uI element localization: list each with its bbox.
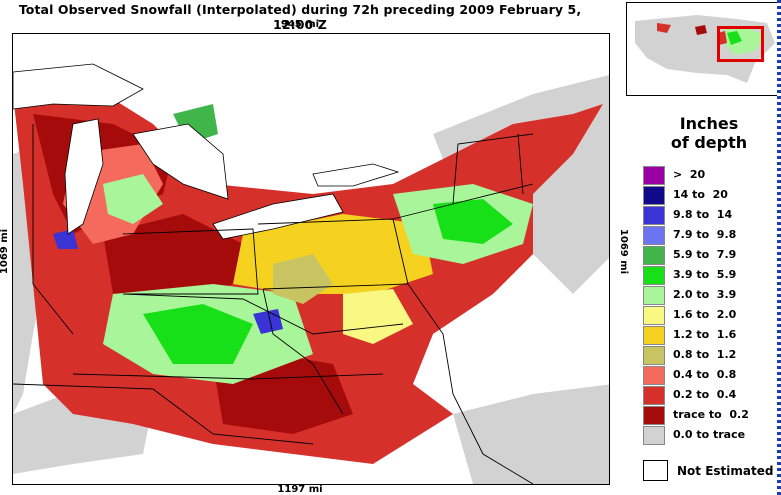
legend-label: 9.8 to 14 — [673, 208, 733, 221]
legend-label: trace to 0.2 — [673, 408, 749, 421]
legend-label: 0.4 to 0.8 — [673, 368, 737, 381]
not-estimated-swatch — [643, 460, 668, 481]
legend-label: 0.0 to trace — [673, 428, 746, 441]
legend-swatch — [643, 246, 665, 265]
legend-item: 14 to 20 — [643, 186, 778, 206]
legend-item: 3.9 to 5.9 — [643, 266, 778, 286]
legend-swatch — [643, 286, 665, 305]
legend-label: > 20 — [673, 168, 706, 181]
legend-item: 0.2 to 0.4 — [643, 386, 778, 406]
legend-title-line2: of depth — [670, 133, 748, 152]
legend-label: 7.9 to 9.8 — [673, 228, 737, 241]
right-distance-label: 1069 mi — [618, 228, 630, 275]
legend-swatch — [643, 186, 665, 205]
legend-label: 2.0 to 3.9 — [673, 288, 737, 301]
legend-swatch — [643, 346, 665, 365]
legend-label: 1.2 to 1.6 — [673, 328, 737, 341]
legend-item: trace to 0.2 — [643, 406, 778, 426]
legend-label: 0.8 to 1.2 — [673, 348, 737, 361]
legend-swatch — [643, 386, 665, 405]
legend-item: 0.8 to 1.2 — [643, 346, 778, 366]
legend-swatch — [643, 226, 665, 245]
legend-item: 7.9 to 9.8 — [643, 226, 778, 246]
legend-item: 1.2 to 1.6 — [643, 326, 778, 346]
legend-title-line1: Inches — [679, 114, 739, 133]
legend-item: 1.6 to 2.0 — [643, 306, 778, 326]
window-edge — [777, 0, 781, 495]
legend-item: 0.4 to 0.8 — [643, 366, 778, 386]
legend-item: > 20 — [643, 166, 778, 186]
top-distance-label: 945 mi — [280, 19, 320, 30]
legend-item: 5.9 to 7.9 — [643, 246, 778, 266]
left-distance-label: 1069 mi — [0, 228, 11, 275]
bottom-distance-label: 1197 mi — [277, 484, 323, 495]
map-title: Total Observed Snowfall (Interpolated) d… — [18, 2, 582, 32]
legend-label: 5.9 to 7.9 — [673, 248, 737, 261]
legend-swatch — [643, 206, 665, 225]
not-estimated-label: Not Estimated — [677, 464, 774, 478]
legend-title: Inches of depth — [644, 114, 774, 152]
legend-swatch — [643, 266, 665, 285]
legend-swatch — [643, 366, 665, 385]
legend-swatch — [643, 326, 665, 345]
map-extent-indicator — [717, 26, 764, 62]
legend-swatch — [643, 406, 665, 425]
legend-label: 1.6 to 2.0 — [673, 308, 737, 321]
legend-swatch — [643, 426, 665, 445]
legend-item: 2.0 to 3.9 — [643, 286, 778, 306]
us-locator-map — [626, 2, 779, 96]
legend-label: 14 to 20 — [673, 188, 728, 201]
legend-swatch — [643, 166, 665, 185]
legend-label: 3.9 to 5.9 — [673, 268, 737, 281]
legend-swatch — [643, 306, 665, 325]
legend-item: 9.8 to 14 — [643, 206, 778, 226]
legend-label: 0.2 to 0.4 — [673, 388, 737, 401]
snowfall-map[interactable] — [12, 33, 610, 485]
legend-item: 0.0 to trace — [643, 426, 778, 446]
